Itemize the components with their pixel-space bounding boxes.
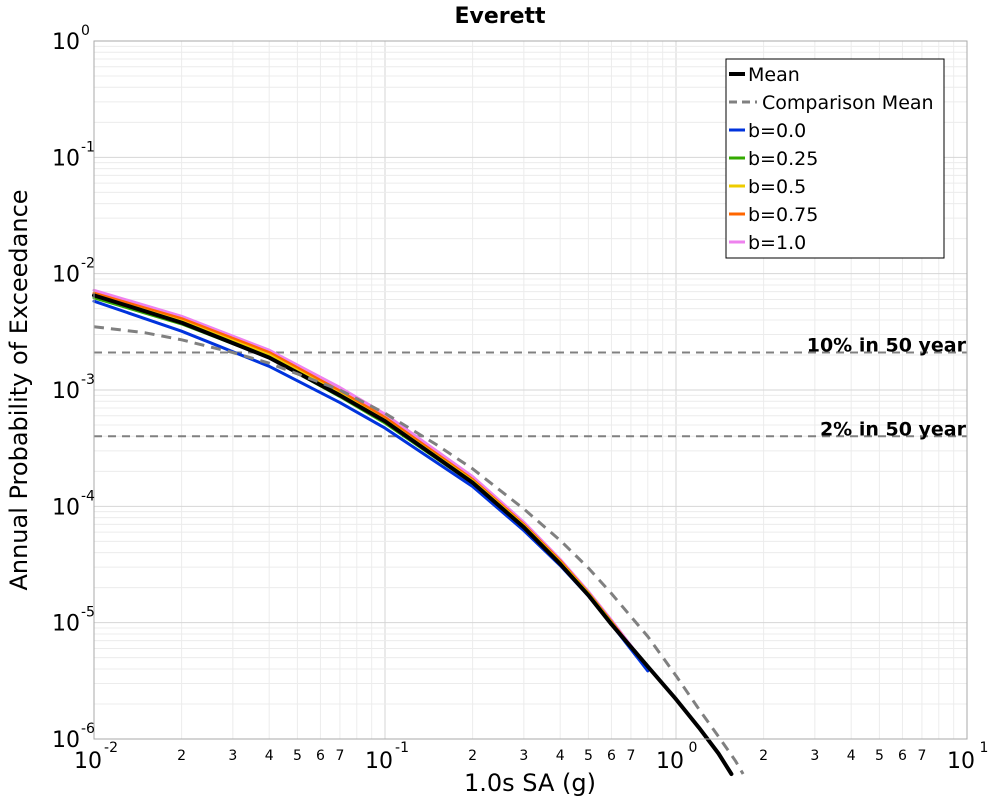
x-tick-exponent: -2 xyxy=(104,740,118,756)
y-tick-exponent: -2 xyxy=(81,256,95,272)
y-tick-label: 10 xyxy=(52,612,80,637)
y-tick-label: 10 xyxy=(52,146,80,171)
y-tick-exponent: -6 xyxy=(81,721,95,737)
legend-label: Mean xyxy=(748,64,800,86)
reference-line-label: 2% in 50 year xyxy=(820,418,967,440)
legend: Mean Comparison Mean b=0.0 b=0.25 b=0.5 b=0.7… xyxy=(725,58,945,259)
x-minor-tick-label: 6 xyxy=(898,748,907,764)
x-tick-exponent: 0 xyxy=(689,740,698,756)
reference-lines: 10% in 50 year 2% in 50 year xyxy=(94,335,967,440)
y-axis-label: Annual Probability of Exceedance xyxy=(5,189,33,590)
x-minor-tick-label: 7 xyxy=(626,748,635,764)
x-minor-tick-label: 4 xyxy=(265,748,274,764)
x-minor-tick-label: 7 xyxy=(335,748,344,764)
y-tick-exponent: -3 xyxy=(81,372,95,388)
y-tick-label: 10 xyxy=(52,30,80,55)
y-tick-exponent: -1 xyxy=(81,139,95,155)
reference-line-label: 10% in 50 year xyxy=(807,335,967,357)
x-minor-tick-label: 3 xyxy=(228,748,237,764)
y-tick-exponent: 0 xyxy=(81,23,90,39)
chart-title: Everett xyxy=(454,4,546,29)
x-minor-tick-label: 5 xyxy=(293,748,302,764)
y-tick-exponent: -5 xyxy=(81,605,95,621)
x-minor-tick-label: 6 xyxy=(316,748,325,764)
y-tick-label: 10 xyxy=(52,263,80,288)
x-tick-label: 10 xyxy=(656,749,684,774)
legend-label: b=0.0 xyxy=(748,120,806,142)
series-line-b-0-75 xyxy=(92,291,650,671)
y-tick-label: 10 xyxy=(52,495,80,520)
legend-label: b=0.75 xyxy=(748,204,818,226)
x-minor-tick-label: 2 xyxy=(177,748,186,764)
x-minor-tick-label: 2 xyxy=(468,748,477,764)
series-line-b-0-25 xyxy=(92,296,650,672)
series-lines xyxy=(92,288,745,776)
series-line-b-1-0 xyxy=(92,288,650,670)
x-tick-exponent: -1 xyxy=(395,740,409,756)
x-tick-exponent: 1 xyxy=(980,740,989,756)
x-minor-tick-label: 2 xyxy=(759,748,768,764)
x-minor-tick-label: 6 xyxy=(607,748,616,764)
x-minor-tick-label: 5 xyxy=(584,748,593,764)
x-minor-tick-label: 3 xyxy=(810,748,819,764)
x-minor-tick-label: 5 xyxy=(875,748,884,764)
plot-area-frame xyxy=(93,40,968,740)
x-minor-tick-label: 3 xyxy=(519,748,528,764)
x-tick-label: 10 xyxy=(74,749,102,774)
legend-label: b=0.5 xyxy=(748,176,806,198)
x-axis-label: 1.0s SA (g) xyxy=(464,769,596,797)
legend-label: b=1.0 xyxy=(748,232,806,254)
legend-label: Comparison Mean xyxy=(762,92,934,114)
y-tick-exponent: -4 xyxy=(81,488,95,504)
x-minor-tick-label: 4 xyxy=(847,748,856,764)
legend-box xyxy=(725,58,945,259)
series-line-comparison-mean xyxy=(93,325,745,775)
series-line-b-0-0 xyxy=(92,299,650,673)
x-tick-label: 10 xyxy=(365,749,393,774)
x-tick-label: 10 xyxy=(947,749,975,774)
x-minor-tick-label: 7 xyxy=(917,748,926,764)
y-tick-label: 10 xyxy=(52,379,80,404)
series-line-mean xyxy=(92,293,734,776)
legend-label: b=0.25 xyxy=(748,148,818,170)
y-tick-label: 10 xyxy=(52,728,80,753)
series-line-b-0-5 xyxy=(92,293,650,672)
x-minor-tick-label: 4 xyxy=(556,748,565,764)
